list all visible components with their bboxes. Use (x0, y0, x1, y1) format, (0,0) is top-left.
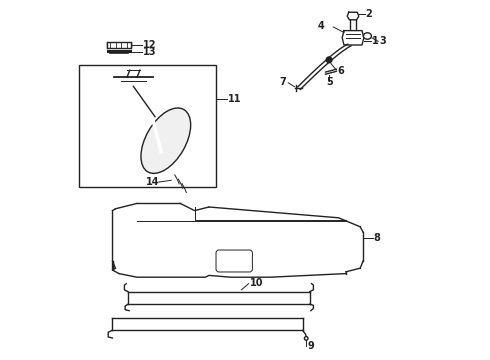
Text: 11: 11 (228, 94, 242, 104)
Text: 5: 5 (326, 77, 333, 87)
Text: 7: 7 (279, 77, 286, 87)
FancyBboxPatch shape (216, 250, 252, 272)
Bar (107, 42, 131, 48)
Text: 1: 1 (372, 36, 378, 46)
Polygon shape (347, 12, 359, 20)
Text: 8: 8 (373, 233, 380, 243)
Text: 12: 12 (143, 40, 157, 50)
Text: 2: 2 (365, 9, 372, 19)
Text: 14: 14 (146, 177, 160, 187)
Text: 3: 3 (379, 36, 386, 46)
Polygon shape (342, 31, 364, 45)
Text: 10: 10 (250, 278, 263, 288)
Text: 9: 9 (307, 341, 314, 351)
Text: 13: 13 (143, 47, 157, 57)
Circle shape (304, 337, 308, 340)
Text: 4: 4 (318, 21, 325, 31)
Ellipse shape (364, 33, 371, 39)
Circle shape (326, 57, 332, 63)
Bar (79, 65, 216, 187)
Text: 6: 6 (337, 66, 344, 76)
Ellipse shape (141, 108, 191, 174)
